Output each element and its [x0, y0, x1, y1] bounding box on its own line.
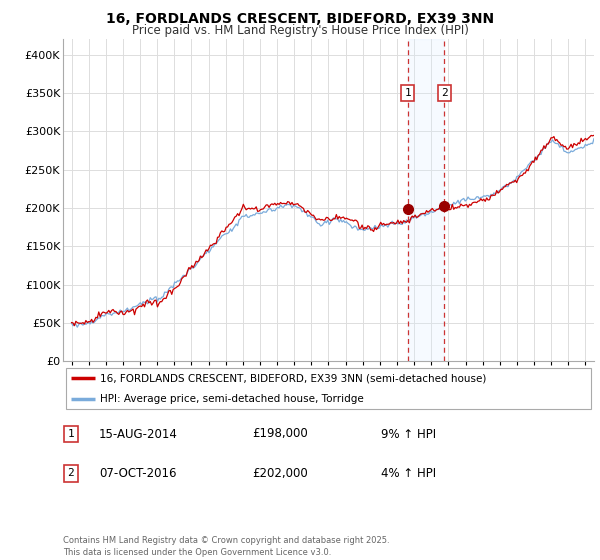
- Text: 1: 1: [404, 88, 411, 98]
- Text: 2: 2: [67, 468, 74, 478]
- Text: 4% ↑ HPI: 4% ↑ HPI: [381, 466, 436, 480]
- Text: 2: 2: [441, 88, 448, 98]
- Text: 9% ↑ HPI: 9% ↑ HPI: [381, 427, 436, 441]
- Text: Price paid vs. HM Land Registry's House Price Index (HPI): Price paid vs. HM Land Registry's House …: [131, 24, 469, 36]
- Text: 15-AUG-2014: 15-AUG-2014: [99, 427, 178, 441]
- FancyBboxPatch shape: [65, 368, 592, 409]
- Text: Contains HM Land Registry data © Crown copyright and database right 2025.
This d: Contains HM Land Registry data © Crown c…: [63, 536, 389, 557]
- Text: HPI: Average price, semi-detached house, Torridge: HPI: Average price, semi-detached house,…: [100, 394, 364, 404]
- Text: 16, FORDLANDS CRESCENT, BIDEFORD, EX39 3NN: 16, FORDLANDS CRESCENT, BIDEFORD, EX39 3…: [106, 12, 494, 26]
- Text: 16, FORDLANDS CRESCENT, BIDEFORD, EX39 3NN (semi-detached house): 16, FORDLANDS CRESCENT, BIDEFORD, EX39 3…: [100, 373, 487, 383]
- Text: £198,000: £198,000: [252, 427, 308, 441]
- Text: 07-OCT-2016: 07-OCT-2016: [99, 466, 176, 480]
- Text: 1: 1: [67, 429, 74, 439]
- Text: £202,000: £202,000: [252, 466, 308, 480]
- Bar: [407, 39, 445, 361]
